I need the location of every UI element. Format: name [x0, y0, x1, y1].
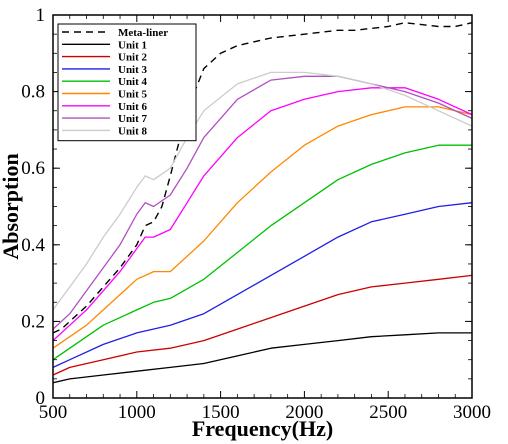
legend-label: Unit 2: [118, 52, 148, 64]
x-tick-label: 3000: [453, 402, 491, 423]
y-tick-label: 0.6: [21, 158, 45, 179]
series-line-unit-3: [52, 202, 473, 368]
legend-label: Unit 6: [118, 101, 148, 113]
plot-area: [52, 14, 473, 399]
y-tick-label: 0: [36, 388, 46, 409]
x-axis-title: Frequency(Hz): [192, 416, 333, 441]
series-line-unit-6: [52, 87, 473, 342]
y-axis-title: Absorption: [0, 153, 23, 259]
legend-label: Meta-liner: [118, 27, 168, 39]
series-line-unit-4: [52, 144, 472, 361]
legend-label: Unit 7: [118, 113, 148, 125]
legend-label: Unit 3: [118, 64, 148, 76]
x-tick-label: 500: [39, 402, 68, 423]
y-tick-label: 0.2: [21, 311, 45, 332]
legend-label: Unit 1: [118, 39, 147, 51]
legend-label: Unit 4: [118, 76, 148, 88]
y-tick-label: 0.4: [21, 235, 45, 256]
y-tick-label: 1: [36, 5, 46, 26]
legend-box: [57, 23, 197, 142]
legend-label: Unit 8: [118, 125, 148, 137]
x-tick-label: 1500: [202, 402, 240, 423]
series-line-unit-1: [52, 332, 472, 384]
x-tick-label: 2000: [285, 402, 323, 423]
x-tick-label: 2500: [369, 402, 407, 423]
x-tick-label: 1000: [118, 402, 156, 423]
series-line-unit-5: [52, 106, 473, 349]
tick-marks: [52, 14, 473, 399]
series-line-unit-2: [52, 274, 473, 376]
y-tick-labels: 0 0.2 0.4 0.6 0.8 1: [21, 5, 45, 409]
series-line-meta-liner: [52, 22, 473, 334]
series-layer: [52, 22, 473, 384]
x-tick-labels: 500 1000 1500 2000 2500 3000: [39, 402, 491, 423]
legend-label: Unit 5: [118, 89, 148, 101]
y-tick-label: 0.8: [21, 82, 45, 103]
